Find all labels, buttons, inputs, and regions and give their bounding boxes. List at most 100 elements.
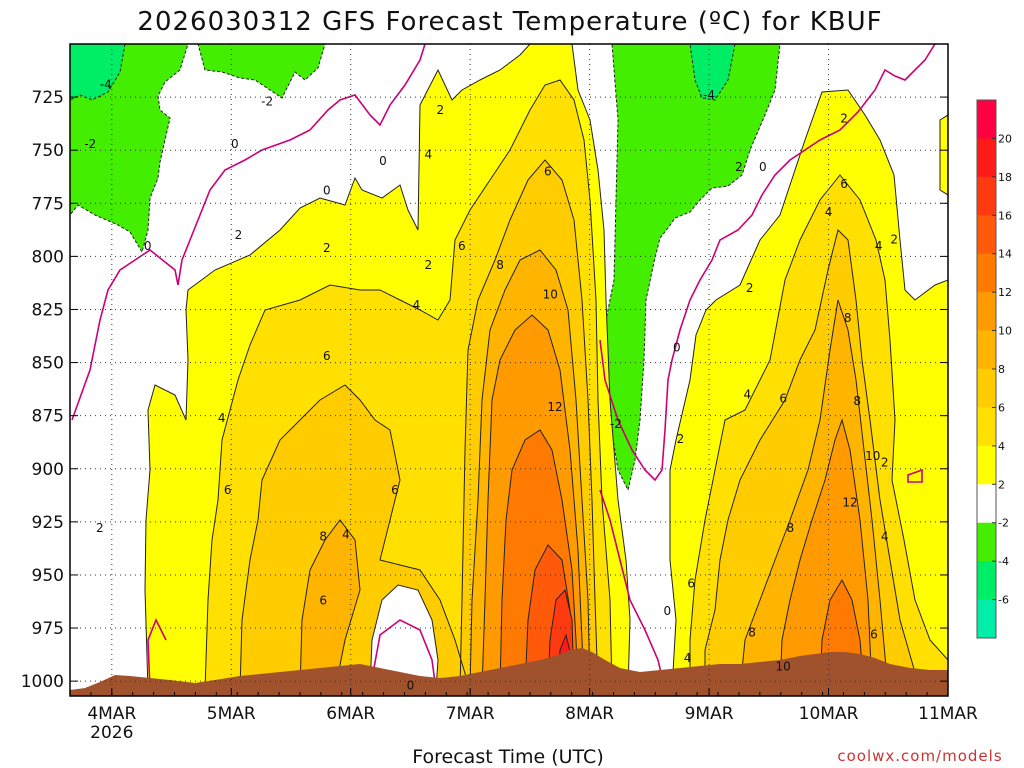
y-tick-label: 975 <box>32 619 64 639</box>
contour-label: 0 <box>663 604 671 618</box>
contour-label: 0 <box>379 154 387 168</box>
contour-label: 2 <box>96 521 104 535</box>
contour-label: 4 <box>342 528 350 542</box>
contour-label: 12 <box>547 400 562 414</box>
watermark: coolwx.com/models <box>837 747 1002 765</box>
contour-label: 6 <box>319 593 327 607</box>
y-tick-label: 775 <box>32 194 64 214</box>
colorbar-swatch <box>977 176 996 216</box>
x-tick-label: 4MAR <box>87 704 136 724</box>
colorbar-tick-label: 18 <box>998 171 1012 184</box>
colorbar-swatch <box>977 522 996 562</box>
y-tick-label: 750 <box>32 141 64 161</box>
contour-label: 4 <box>218 411 226 425</box>
y-tick-label: 1000 <box>21 672 64 692</box>
contour-label: 6 <box>224 483 232 497</box>
contour-label: 2 <box>840 111 848 125</box>
contour-label: 0 <box>144 239 152 253</box>
colorbar-tick-label: 12 <box>998 286 1012 299</box>
contour-label: 2 <box>746 281 754 295</box>
plot-area <box>70 44 948 696</box>
colorbar-tick-label: 10 <box>998 325 1012 338</box>
contour-label: -2 <box>610 417 622 431</box>
contour-label: 0 <box>759 160 767 174</box>
colorbar-swatch <box>977 330 996 370</box>
contour-label: 0 <box>323 184 331 198</box>
contour-label: 2 <box>890 232 898 246</box>
contour-label: 4 <box>743 387 751 401</box>
contour-label: 6 <box>458 239 466 253</box>
contour-label: 4 <box>425 147 433 161</box>
y-tick-label: 850 <box>32 354 64 374</box>
contour-label: 0 <box>673 341 681 355</box>
y-tick-label: 800 <box>32 247 64 267</box>
colorbar-swatch <box>977 292 996 332</box>
contour-label: 2 <box>323 241 331 255</box>
contour-label: 8 <box>786 521 794 535</box>
colorbar-tick-label: -4 <box>998 555 1009 568</box>
contour-label: 12 <box>842 496 857 510</box>
contour-label: 8 <box>844 311 852 325</box>
colorbar-tick-label: -6 <box>998 594 1009 607</box>
contour-label: 6 <box>779 392 787 406</box>
contour-label: 6 <box>870 627 878 641</box>
x-tick-label: 11MAR <box>918 704 978 724</box>
contour-label: -4 <box>100 77 112 91</box>
y-tick-label: 950 <box>32 566 64 586</box>
contour-label: 2 <box>735 160 743 174</box>
contour-label: 8 <box>496 258 504 272</box>
contour-label: 10 <box>776 659 791 673</box>
contour-label: 4 <box>825 205 833 219</box>
y-tick-label: 725 <box>32 88 64 108</box>
y-tick-label: 825 <box>32 300 64 320</box>
colorbar-swatch <box>977 445 996 485</box>
contour-label: 6 <box>323 349 331 363</box>
contour-label: 4 <box>881 530 889 544</box>
contour-label: 8 <box>748 625 756 639</box>
colorbar-tick-label: 8 <box>998 363 1005 376</box>
contour-label: -2 <box>261 94 273 108</box>
x-tick-label: 7MAR <box>446 704 495 724</box>
colorbar-swatch <box>977 138 996 178</box>
contour-label: 4 <box>413 298 421 312</box>
y-tick-label: 900 <box>32 460 64 480</box>
colorbar-tick-label: 4 <box>998 440 1005 453</box>
x-tick-label: 9MAR <box>685 704 734 724</box>
cold-region-mid <box>197 44 326 99</box>
cold-region-left-dark <box>70 44 126 101</box>
chart-title: 2026030312 GFS Forecast Temperature (ºC)… <box>137 7 882 37</box>
colorbar-tick-label: 16 <box>998 209 1012 222</box>
colorbar: 20 18 16 14 12 10 8 6 4 2 -2 -4 -6 <box>976 99 1012 639</box>
y-tick-label: 925 <box>32 513 64 533</box>
colorbar-swatch <box>977 484 996 524</box>
colorbar-swatch <box>977 407 996 447</box>
x-axis-title: Forecast Time (UTC) <box>412 746 603 768</box>
contour-label: 2 <box>677 432 685 446</box>
warm-band-2-right <box>939 114 948 196</box>
x-tick-sublabel: 2026 <box>90 723 133 743</box>
colorbar-swatch <box>977 369 996 408</box>
colorbar-tick-label: 20 <box>998 132 1012 145</box>
cold-region-right-dark <box>689 44 736 101</box>
colorbar-tick-label: 6 <box>998 401 1005 414</box>
colorbar-swatch <box>977 599 996 639</box>
contour-label: 8 <box>853 394 861 408</box>
contour-label: 2 <box>235 228 243 242</box>
contour-label: 0 <box>231 137 239 151</box>
x-tick-label: 5MAR <box>207 704 256 724</box>
contour-label: 4 <box>684 651 692 665</box>
contour-label: 0 <box>407 678 415 692</box>
contour-label: 6 <box>687 576 695 590</box>
colorbar-tick-label: -2 <box>998 517 1009 530</box>
contour-label: 6 <box>544 164 552 178</box>
x-tick-label: 6MAR <box>326 704 375 724</box>
contour-label: 2 <box>881 455 889 469</box>
colorbar-swatch <box>977 561 996 601</box>
contour-label: 6 <box>840 177 848 191</box>
x-tick-label: 8MAR <box>565 704 614 724</box>
colorbar-swatch <box>977 100 996 139</box>
